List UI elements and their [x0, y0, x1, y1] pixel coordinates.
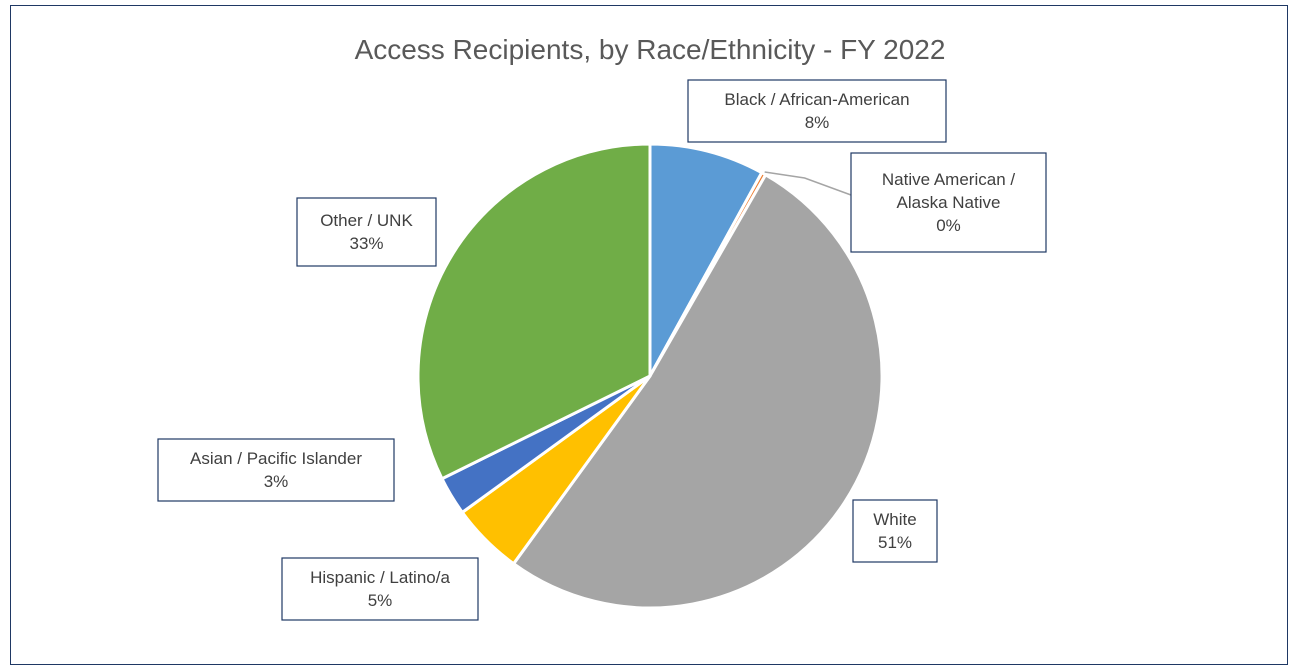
data-label-box — [296, 197, 437, 267]
data-label-value: 33% — [349, 234, 383, 253]
pie-slice-black-african-american — [648, 142, 764, 377]
data-label-white: White 51% — [852, 499, 938, 563]
data-label-category: Other / UNK — [320, 211, 413, 230]
data-label-box — [687, 79, 947, 143]
data-labels: Black / African-American 8% Native America… — [157, 79, 1047, 621]
pie-slice-other-unk — [416, 142, 652, 481]
data-label-category: Hispanic / Latino/a — [310, 568, 450, 587]
data-label-black-african-american: Black / African-American 8% — [687, 79, 947, 143]
leader-line-native-american — [764, 171, 852, 196]
data-label-category: Black / African-American — [724, 90, 909, 109]
data-label-value: 3% — [264, 472, 289, 491]
chart-title: Access Recipients, by Race/Ethnicity - F… — [354, 34, 946, 65]
data-label-category: Alaska Native — [897, 193, 1001, 212]
data-label-category: White — [873, 510, 916, 529]
data-label-value: 51% — [878, 533, 912, 552]
data-label-category: Native American / — [882, 170, 1015, 189]
data-label-box — [281, 557, 479, 621]
data-label-box — [852, 499, 938, 563]
pie-slice-white — [511, 172, 884, 610]
data-label-box — [850, 152, 1047, 253]
data-label-category: Asian / Pacific Islander — [190, 449, 362, 468]
data-label-value: 5% — [368, 591, 393, 610]
data-label-value: 8% — [805, 113, 830, 132]
data-label-box — [157, 438, 395, 502]
data-label-native-american-alaska-native: Native American / Alaska Native 0% — [850, 152, 1047, 253]
data-label-hispanic-latino-a: Hispanic / Latino/a 5% — [281, 557, 479, 621]
leader-lines — [764, 171, 852, 196]
pie-slices — [416, 142, 884, 610]
data-label-asian-pacific-islander: Asian / Pacific Islander 3% — [157, 438, 395, 502]
data-label-other-unk: Other / UNK 33% — [296, 197, 437, 267]
data-label-value: 0% — [936, 216, 961, 235]
